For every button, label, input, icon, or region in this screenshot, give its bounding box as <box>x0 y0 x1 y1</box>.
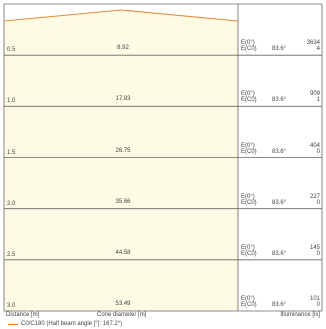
angle-value: 83.6° <box>272 97 287 104</box>
beam-edge-right <box>120 9 239 22</box>
ec0-value: 0 <box>316 250 320 257</box>
e0-label: E(0°) <box>241 193 255 200</box>
angle-value: 83.6° <box>272 148 287 155</box>
e0-value: 909 <box>309 91 320 98</box>
angle-value: 83.6° <box>272 46 287 53</box>
distance-axis-label: Distance [m] <box>6 312 40 318</box>
e0-value: 101 <box>309 296 320 302</box>
ec0-value: 0 <box>316 148 320 155</box>
ec0-value: 4 <box>316 46 320 53</box>
legend-swatch <box>8 323 18 325</box>
ec0-value: 1 <box>316 97 320 104</box>
e0-label: E(0°) <box>241 142 255 149</box>
angle-value: 83.6° <box>272 250 287 257</box>
angle-value: 83.6° <box>272 302 287 308</box>
legend-label: C0/C180 (Half beam angle [°]: 167.2°) <box>21 320 123 327</box>
illuminance-axis-label: Illuminance [lx] <box>280 312 320 318</box>
cone-fill <box>4 10 238 311</box>
distance-value: 0.5 <box>7 47 16 54</box>
distance-value: 1.0 <box>7 98 16 105</box>
ec0-label: E(C0) <box>241 199 257 206</box>
ec0-label: E(C0) <box>241 97 257 104</box>
e0-label: E(0°) <box>241 91 255 98</box>
diameter-value: 8.92 <box>117 45 129 52</box>
angle-value: 83.6° <box>272 199 287 206</box>
distance-value: 1.5 <box>7 149 16 156</box>
beam-edge-left <box>3 9 122 22</box>
ec0-value: 0 <box>316 302 320 308</box>
diameter-value: 17.83 <box>115 96 131 103</box>
e0-value: 227 <box>309 193 320 200</box>
e0-value: 145 <box>309 244 320 251</box>
e0-value: 404 <box>309 142 320 149</box>
distance-value: 3.0 <box>7 303 16 309</box>
legend: C0/C180 (Half beam angle [°]: 167.2°) <box>8 320 122 328</box>
diameter-value: 44.58 <box>115 249 131 256</box>
distance-value: 2.5 <box>7 251 16 258</box>
ec0-label: E(C0) <box>241 148 257 155</box>
e0-label: E(0°) <box>241 40 255 47</box>
ec0-value: 0 <box>316 199 320 206</box>
ec0-label: E(C0) <box>241 46 257 53</box>
diameter-value: 53.49 <box>115 301 131 307</box>
distance-value: 2.0 <box>7 200 16 207</box>
diameter-value: 26.75 <box>115 147 131 154</box>
e0-label: E(0°) <box>241 244 255 251</box>
diameter-axis-label: Cone diameter [m] <box>97 312 147 318</box>
ec0-label: E(C0) <box>241 302 257 308</box>
e0-value: 3634 <box>306 40 320 47</box>
e0-label: E(0°) <box>241 296 255 302</box>
ec0-label: E(C0) <box>241 250 257 257</box>
diameter-value: 35.66 <box>115 198 131 205</box>
